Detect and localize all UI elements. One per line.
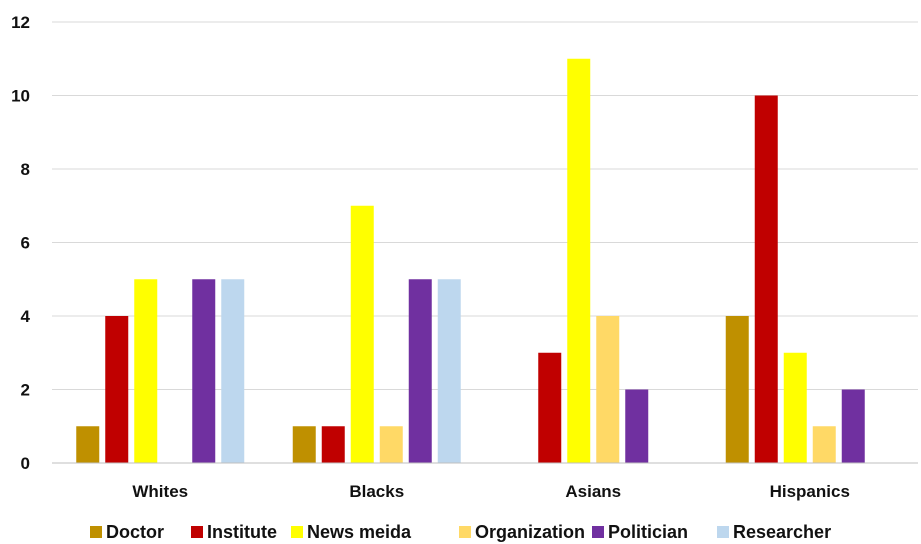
y-tick-label: 0 [21,454,30,473]
bar-organization-hispanics [813,426,836,463]
bar-institute-hispanics [755,96,778,464]
legend-swatch [90,526,102,538]
bar-institute-asians [538,353,561,463]
legend-label: Doctor [106,522,164,542]
y-tick-label: 6 [21,234,30,253]
y-tick-label: 10 [11,87,30,106]
bar-politician-blacks [409,279,432,463]
bar-institute-blacks [322,426,345,463]
bar-politician-whites [192,279,215,463]
bar-news-meida-blacks [351,206,374,463]
y-tick-label: 8 [21,160,30,179]
y-tick-label: 4 [21,307,31,326]
x-category-label: Blacks [349,482,404,501]
bars [76,59,865,463]
x-category-label: Hispanics [770,482,850,501]
gridlines [52,22,918,390]
bar-institute-whites [105,316,128,463]
bar-doctor-hispanics [726,316,749,463]
legend-swatch [291,526,303,538]
bar-organization-asians [596,316,619,463]
x-axis-categories: Whites Blacks Asians Hispanics [132,482,850,501]
bar-news-meida-hispanics [784,353,807,463]
legend-label: News meida [307,522,412,542]
legend-label: Researcher [733,522,831,542]
bar-news-meida-whites [134,279,157,463]
y-tick-label: 12 [11,13,30,32]
bar-doctor-whites [76,426,99,463]
bar-politician-asians [625,390,648,464]
y-tick-label: 2 [21,381,30,400]
legend-label: Politician [608,522,688,542]
legend-swatch [717,526,729,538]
legend-swatch [191,526,203,538]
y-axis-ticks: 0 2 4 6 8 10 12 [11,13,30,473]
legend-swatch [592,526,604,538]
x-category-label: Whites [132,482,188,501]
bar-organization-blacks [380,426,403,463]
bar-doctor-blacks [293,426,316,463]
legend-swatch [459,526,471,538]
bar-researcher-blacks [438,279,461,463]
bar-researcher-whites [221,279,244,463]
legend-label: Institute [207,522,277,542]
bar-news-meida-asians [567,59,590,463]
legend-label: Organization [475,522,585,542]
bar-politician-hispanics [842,390,865,464]
legend: Doctor Institute News meida Organization Pol… [90,522,831,542]
x-category-label: Asians [565,482,621,501]
